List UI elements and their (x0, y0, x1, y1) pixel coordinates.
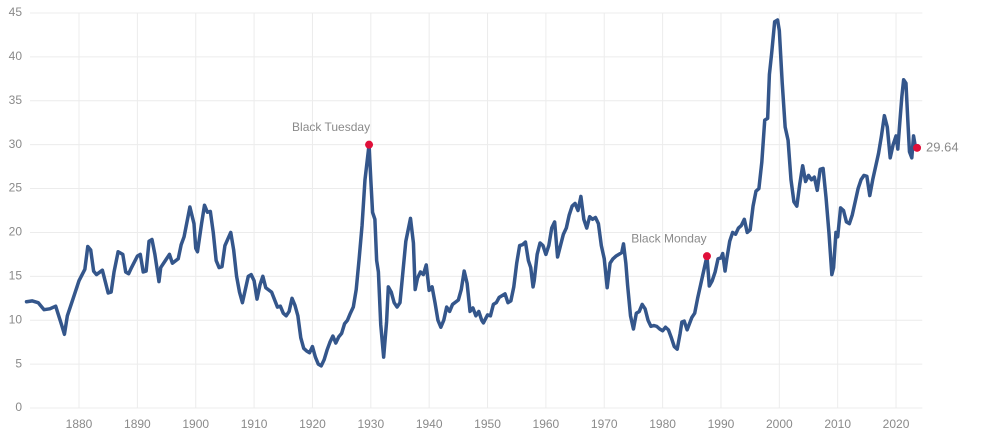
x-tick-label: 1890 (124, 417, 151, 431)
y-tick-label: 5 (15, 356, 22, 370)
annotation-marker (702, 252, 711, 261)
x-tick-label: 1990 (708, 417, 735, 431)
x-tick-label: 1910 (241, 417, 268, 431)
y-tick-label: 30 (9, 137, 23, 151)
x-tick-label: 1940 (416, 417, 443, 431)
y-tick-label: 25 (9, 181, 23, 195)
annotation-marker (365, 140, 374, 149)
annotation-label: Black Tuesday (292, 120, 370, 134)
y-tick-label: 40 (9, 49, 23, 63)
x-tick-label: 1980 (649, 417, 676, 431)
annotation-label: Black Monday (631, 231, 706, 245)
x-tick-label: 2000 (766, 417, 793, 431)
x-tick-label: 1950 (474, 417, 501, 431)
y-tick-label: 45 (9, 5, 23, 19)
x-tick-label: 1970 (591, 417, 618, 431)
x-tick-label: 2010 (824, 417, 851, 431)
x-tick-label: 1960 (533, 417, 560, 431)
end-marker (913, 143, 922, 152)
x-tick-label: 1880 (66, 417, 93, 431)
y-tick-label: 10 (9, 312, 23, 326)
y-tick-label: 35 (9, 93, 23, 107)
y-tick-label: 20 (9, 225, 23, 239)
x-tick-label: 2020 (883, 417, 910, 431)
y-tick-label: 0 (15, 400, 22, 414)
line-series (24, 18, 919, 368)
x-tick-label: 1930 (357, 417, 384, 431)
y-tick-label: 15 (9, 269, 23, 283)
x-tick-label: 1900 (182, 417, 209, 431)
x-tick-label: 1920 (299, 417, 326, 431)
end-value-label: 29.64 (926, 139, 959, 154)
